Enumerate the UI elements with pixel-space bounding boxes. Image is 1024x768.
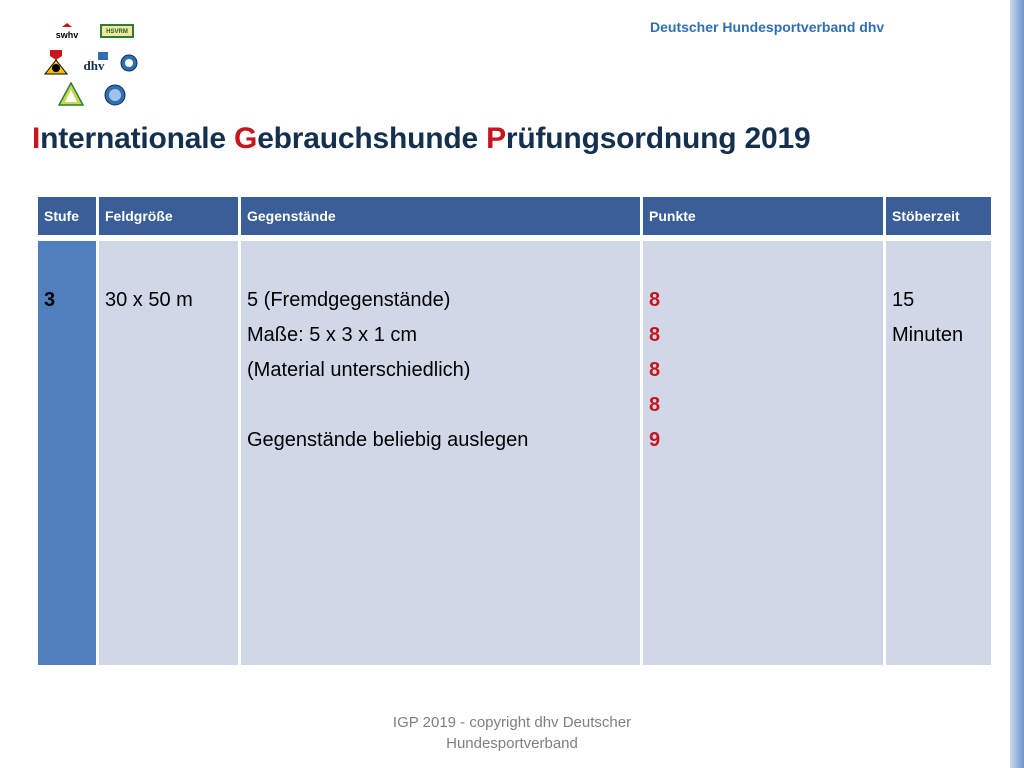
punkte-value: 8 — [649, 289, 661, 311]
table-header-row: Stufe Feldgröße Gegenstände Punkte Stöbe… — [38, 197, 991, 238]
svg-text:HSVRM: HSVRM — [106, 29, 128, 35]
swhv-logo: swhv — [52, 22, 82, 47]
footer-line: IGP 2019 - copyright dhv Deutscher — [392, 714, 632, 731]
svg-text:dhv: dhv — [84, 58, 105, 73]
gegenstaende-line: Gegenstände beliebig auslegen — [247, 429, 529, 451]
page-title: Internationale Gebrauchshunde Prüfungsor… — [32, 122, 811, 155]
club-logos: swhv HSVRM dhv — [40, 20, 140, 110]
stoeberzeit-line: 15 — [892, 289, 915, 311]
footer-line: Hundesportverband — [446, 735, 578, 752]
table-row: 3 30 x 50 m 5 (Fremdgegenstände) Maße: 5… — [38, 241, 991, 665]
gegenstaende-line — [247, 388, 634, 423]
header-punkte: Punkte — [643, 197, 883, 238]
header-stoeberzeit: Stöberzeit — [886, 197, 991, 238]
stoeberzeit-line: Minuten — [892, 324, 964, 346]
header-feldgroesse: Feldgröße — [99, 197, 238, 238]
punkte-value: 9 — [649, 429, 661, 451]
header-stufe: Stufe — [38, 197, 96, 238]
gegenstaende-line: 5 (Fremdgegenstände) — [247, 289, 451, 311]
shield-logo — [42, 48, 70, 81]
hsvrm-logo: HSVRM — [100, 24, 134, 43]
gegenstaende-line: Maße: 5 x 3 x 1 cm — [247, 324, 418, 346]
svg-text:swhv: swhv — [56, 30, 79, 40]
punkte-value: 8 — [649, 394, 661, 416]
cell-punkte: 8 8 8 8 9 — [643, 241, 883, 665]
triangle-logo — [57, 81, 85, 111]
cell-stoeberzeit: 15 Minuten — [886, 241, 991, 665]
cell-stufe: 3 — [38, 241, 96, 665]
search-exercise-table: Stufe Feldgröße Gegenstände Punkte Stöbe… — [35, 194, 994, 668]
right-edge-bar — [1010, 0, 1024, 768]
cell-gegenstaende: 5 (Fremdgegenstände) Maße: 5 x 3 x 1 cm … — [241, 241, 640, 665]
header-gegenstaende: Gegenstände — [241, 197, 640, 238]
footer-copyright: IGP 2019 - copyright dhv Deutscher Hunde… — [362, 712, 662, 754]
gegenstaende-line: (Material unterschiedlich) — [247, 359, 471, 381]
punkte-value: 8 — [649, 324, 661, 346]
round-club-logo — [120, 54, 138, 77]
dhv-logo: dhv — [80, 52, 112, 79]
org-header: Deutscher Hundesportverband dhv — [650, 19, 885, 35]
cell-feldgroesse: 30 x 50 m — [99, 241, 238, 665]
round-blue-logo — [104, 84, 126, 111]
punkte-value: 8 — [649, 359, 661, 381]
